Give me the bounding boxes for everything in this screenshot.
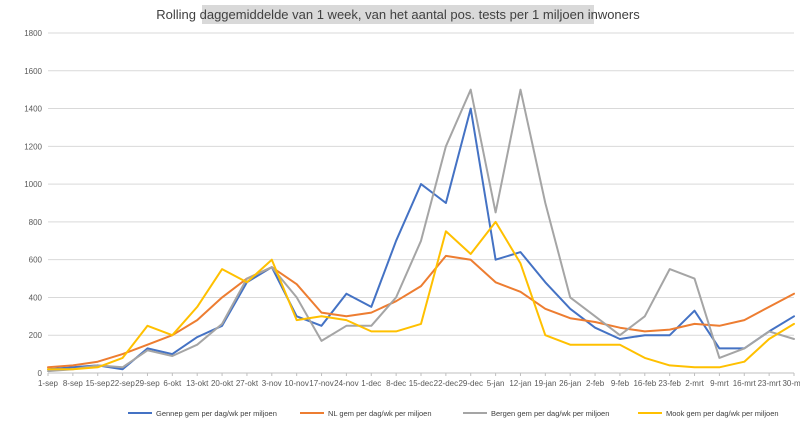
y-tick-label: 0 [38, 369, 43, 378]
y-tick-label: 1400 [24, 105, 42, 114]
chart-title: Rolling daggemiddelde van 1 week, van he… [156, 7, 640, 22]
y-tick-label: 1000 [24, 180, 42, 189]
x-tick-label: 16-mrt [733, 379, 757, 388]
series-line-1 [47, 107, 795, 371]
x-tick-label: 10-nov [284, 379, 308, 388]
legend: Gennep gem per dag/wk per miljoen NL gem … [128, 409, 779, 418]
y-tick-label: 1200 [24, 142, 42, 151]
x-tick-label: 27-okt [236, 379, 259, 388]
x-tick-label: 1-sep [38, 379, 59, 388]
x-tick-label: 22-dec [434, 379, 458, 388]
series-lines [47, 88, 795, 373]
y-tick-label: 400 [29, 293, 43, 302]
legend-label: NL gem per dag/wk per miljoen [328, 409, 432, 418]
title-box [202, 5, 594, 24]
x-tick-label: 5-jan [487, 379, 505, 388]
x-tick-label: 9-mrt [710, 379, 729, 388]
y-tick-label: 1800 [24, 29, 42, 38]
x-tick-label: 8-dec [386, 379, 406, 388]
x-tick-label: 6-okt [163, 379, 182, 388]
y-tick-label: 1600 [24, 67, 42, 76]
x-tick-label: 17-nov [309, 379, 333, 388]
x-tick-label: 26-jan [559, 379, 581, 388]
x-tick-label: 23-feb [658, 379, 681, 388]
x-tick-label: 12-jan [509, 379, 531, 388]
y-tick-label: 800 [29, 218, 43, 227]
y-tick-label: 600 [29, 256, 43, 265]
series-line-4 [47, 220, 795, 371]
x-tick-label: 13-okt [186, 379, 209, 388]
x-tick-label: 15-sep [85, 379, 110, 388]
series-line-3 [47, 88, 795, 373]
x-tick-label: 2-mrt [685, 379, 704, 388]
x-tick-label: 20-okt [211, 379, 234, 388]
x-tick-label: 3-nov [262, 379, 282, 388]
x-tick-label: 22-sep [110, 379, 135, 388]
x-tick-label: 2-feb [586, 379, 605, 388]
x-axis-ticks: 1-sep 8-sep 15-sep 22-sep 29-sep 6-okt 13-okt 2… [38, 373, 800, 388]
legend-label: Mook gem per dag/wk per miljoen [666, 409, 779, 418]
x-tick-label: 29-sep [135, 379, 160, 388]
x-tick-label: 15-dec [409, 379, 433, 388]
legend-label: Gennep gem per dag/wk per miljoen [156, 409, 277, 418]
x-tick-label: 29-dec [458, 379, 482, 388]
y-tick-label: 200 [29, 331, 43, 340]
x-tick-label: 9-feb [611, 379, 630, 388]
y-axis-ticks: 0 200 400 600 800 1000 1200 1400 1600 1800 [24, 29, 42, 378]
x-tick-label: 30-mrt [782, 379, 800, 388]
x-tick-label: 16-feb [633, 379, 656, 388]
x-tick-label: 24-nov [334, 379, 358, 388]
x-tick-label: 8-sep [63, 379, 84, 388]
legend-label: Bergen gem per dag/wk per miljoen [491, 409, 609, 418]
x-tick-label: 1-dec [361, 379, 381, 388]
x-tick-label: 23-mrt [758, 379, 782, 388]
x-tick-label: 19-jan [534, 379, 556, 388]
